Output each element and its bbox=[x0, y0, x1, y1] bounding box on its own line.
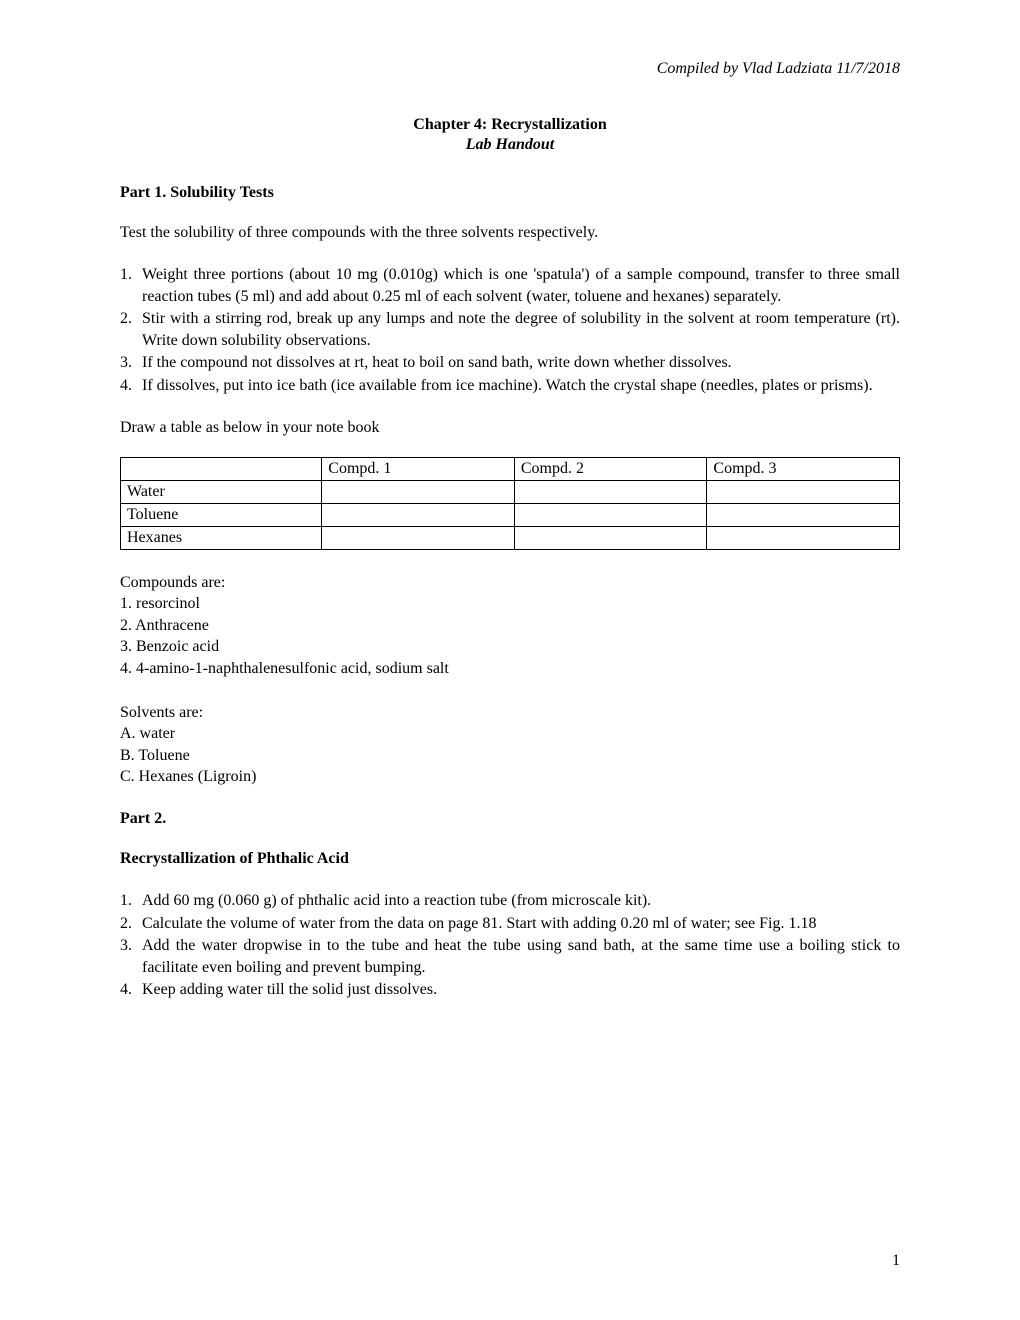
list-lead: Compounds are: bbox=[120, 572, 900, 594]
table-row: Toluene bbox=[121, 503, 900, 526]
table-cell bbox=[514, 526, 707, 549]
solubility-table: Compd. 1 Compd. 2 Compd. 3 Water Toluene… bbox=[120, 457, 900, 550]
table-cell: Compd. 2 bbox=[514, 457, 707, 480]
list-item: 3. Benzoic acid bbox=[120, 636, 900, 658]
item-text: If dissolves, put into ice bath (ice ava… bbox=[142, 375, 900, 397]
item-text: Stir with a stirring rod, break up any l… bbox=[142, 308, 900, 351]
list-item: C. Hexanes (Ligroin) bbox=[120, 766, 900, 788]
solvents-list: Solvents are: A. water B. Toluene C. Hex… bbox=[120, 702, 900, 788]
item-text: If the compound not dissolves at rt, hea… bbox=[142, 352, 900, 374]
item-text: Add the water dropwise in to the tube an… bbox=[142, 935, 900, 978]
header-note: Compiled by Vlad Ladziata 11/7/2018 bbox=[120, 60, 900, 78]
part2-steps: 1. Add 60 mg (0.060 g) of phthalic acid … bbox=[120, 890, 900, 1001]
list-item: 4. Keep adding water till the solid just… bbox=[120, 979, 900, 1001]
table-cell: Water bbox=[121, 480, 322, 503]
item-number: 4. bbox=[120, 375, 142, 397]
table-row: Compd. 1 Compd. 2 Compd. 3 bbox=[121, 457, 900, 480]
list-item: 1. Weight three portions (about 10 mg (0… bbox=[120, 264, 900, 307]
list-item: 2. Calculate the volume of water from th… bbox=[120, 913, 900, 935]
item-number: 1. bbox=[120, 264, 142, 307]
table-row: Hexanes bbox=[121, 526, 900, 549]
document-page: Compiled by Vlad Ladziata 11/7/2018 Chap… bbox=[0, 0, 1020, 1320]
table-cell bbox=[707, 526, 900, 549]
table-cell: Hexanes bbox=[121, 526, 322, 549]
table-intro: Draw a table as below in your note book bbox=[120, 419, 900, 437]
table-cell bbox=[707, 480, 900, 503]
list-item: B. Toluene bbox=[120, 745, 900, 767]
part1-steps: 1. Weight three portions (about 10 mg (0… bbox=[120, 264, 900, 397]
part2-subheading: Recrystallization of Phthalic Acid bbox=[120, 850, 900, 868]
chapter-title: Chapter 4: Recrystallization bbox=[120, 116, 900, 134]
list-item: 4. 4-amino-1-naphthalenesulfonic acid, s… bbox=[120, 658, 900, 680]
item-number: 2. bbox=[120, 913, 142, 935]
table-cell bbox=[707, 503, 900, 526]
item-text: Calculate the volume of water from the d… bbox=[142, 913, 900, 935]
item-text: Weight three portions (about 10 mg (0.01… bbox=[142, 264, 900, 307]
list-item: 3. Add the water dropwise in to the tube… bbox=[120, 935, 900, 978]
item-number: 3. bbox=[120, 352, 142, 374]
list-item: 1. resorcinol bbox=[120, 593, 900, 615]
table-row: Water bbox=[121, 480, 900, 503]
part1-heading: Part 1. Solubility Tests bbox=[120, 184, 900, 202]
table-cell: Compd. 1 bbox=[322, 457, 515, 480]
list-item: A. water bbox=[120, 723, 900, 745]
list-item: 2. Anthracene bbox=[120, 615, 900, 637]
part2-heading: Part 2. bbox=[120, 810, 900, 828]
table-cell: Compd. 3 bbox=[707, 457, 900, 480]
item-text: Add 60 mg (0.060 g) of phthalic acid int… bbox=[142, 890, 900, 912]
list-item: 3. If the compound not dissolves at rt, … bbox=[120, 352, 900, 374]
list-item: 2. Stir with a stirring rod, break up an… bbox=[120, 308, 900, 351]
item-number: 4. bbox=[120, 979, 142, 1001]
item-text: Keep adding water till the solid just di… bbox=[142, 979, 900, 1001]
table-cell bbox=[514, 503, 707, 526]
table-cell bbox=[322, 526, 515, 549]
compounds-list: Compounds are: 1. resorcinol 2. Anthrace… bbox=[120, 572, 900, 680]
item-number: 3. bbox=[120, 935, 142, 978]
table-cell bbox=[322, 480, 515, 503]
table-cell bbox=[322, 503, 515, 526]
table-cell bbox=[121, 457, 322, 480]
item-number: 1. bbox=[120, 890, 142, 912]
page-number: 1 bbox=[892, 1252, 900, 1270]
table-cell: Toluene bbox=[121, 503, 322, 526]
subtitle: Lab Handout bbox=[120, 136, 900, 154]
item-number: 2. bbox=[120, 308, 142, 351]
list-item: 1. Add 60 mg (0.060 g) of phthalic acid … bbox=[120, 890, 900, 912]
list-lead: Solvents are: bbox=[120, 702, 900, 724]
part1-intro: Test the solubility of three compounds w… bbox=[120, 224, 900, 242]
table-cell bbox=[514, 480, 707, 503]
list-item: 4. If dissolves, put into ice bath (ice … bbox=[120, 375, 900, 397]
